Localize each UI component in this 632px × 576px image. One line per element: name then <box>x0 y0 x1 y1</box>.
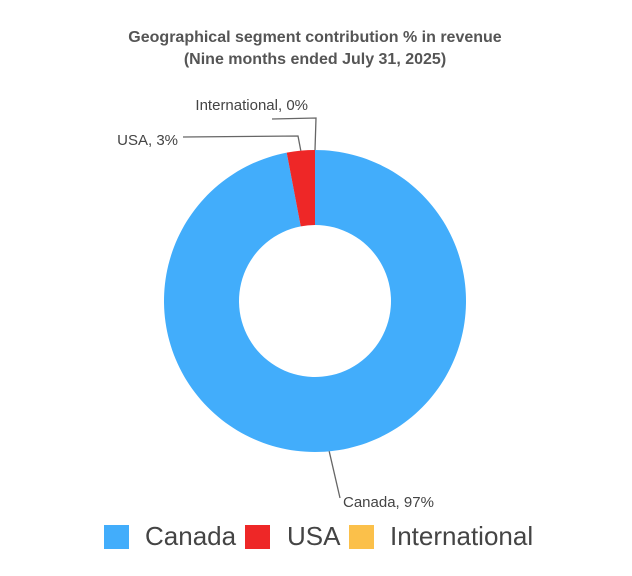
legend-label: International <box>390 521 533 551</box>
legend-label: USA <box>287 521 341 551</box>
chart-title: Geographical segment contribution % in r… <box>128 29 502 46</box>
legend-swatch <box>349 525 374 549</box>
leader-line <box>182 135 302 151</box>
data-label: USA, 3% <box>117 132 178 149</box>
chart-subtitle: (Nine months ended July 31, 2025) <box>184 51 446 68</box>
leader-line <box>271 117 317 151</box>
data-label: International, 0% <box>195 97 308 114</box>
legend-swatch <box>245 525 270 549</box>
donut-slice <box>163 150 466 452</box>
data-label: Canada, 97% <box>343 494 434 511</box>
legend-label: Canada <box>145 521 237 551</box>
donut-slice <box>286 150 315 227</box>
leader-line <box>328 451 341 499</box>
legend-swatch <box>104 525 129 549</box>
